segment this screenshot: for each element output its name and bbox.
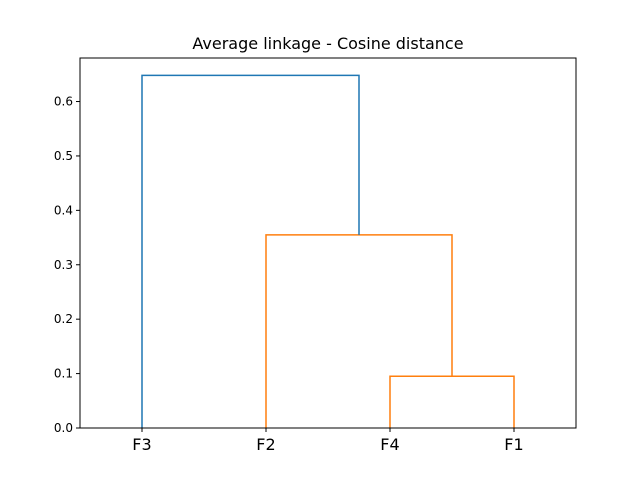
leaf-label-f2: F2: [256, 435, 275, 454]
y-tick-label: 0.0: [54, 421, 73, 435]
y-tick-label: 0.3: [54, 258, 73, 272]
y-tick-label: 0.1: [54, 367, 73, 381]
dendrogram-links: [141, 74, 515, 428]
leaf-label-f3: F3: [132, 435, 151, 454]
y-tick-label: 0.4: [54, 203, 73, 217]
dendrogram-link-3: [141, 74, 360, 428]
y-axis: 0.0 0.1 0.2 0.3 0.4 0.5 0.6: [54, 95, 80, 435]
x-axis: F3 F2 F4 F1: [132, 428, 524, 454]
plot-frame: [79, 57, 577, 429]
leaf-label-f4: F4: [380, 435, 399, 454]
y-tick-label: 0.6: [54, 95, 73, 109]
chart-title: Average linkage - Cosine distance: [192, 34, 463, 53]
dendrogram-link-2: [265, 234, 453, 428]
y-tick-label: 0.2: [54, 312, 73, 326]
dendrogram-link-1: [389, 375, 515, 428]
leaf-label-f1: F1: [504, 435, 523, 454]
y-tick-label: 0.5: [54, 149, 73, 163]
